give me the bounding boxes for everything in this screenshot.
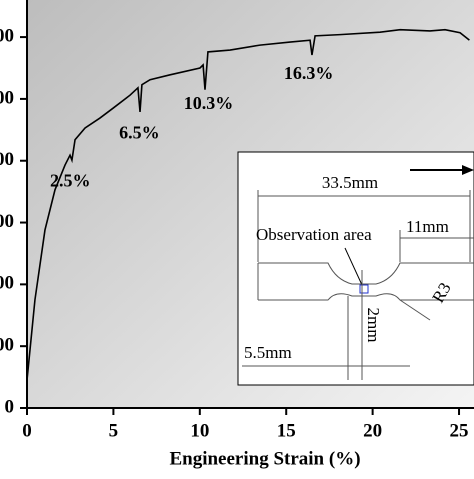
y-tick-label: 400 [0, 149, 14, 170]
inset-label: 2mm [364, 308, 383, 343]
line-series [26, 28, 470, 381]
radius-line [399, 299, 431, 321]
annotation: 2.5% [50, 170, 91, 190]
inset-label: 33.5mm [322, 173, 378, 192]
x-tick-label: 0 [22, 420, 32, 441]
x-tick-label: 25 [450, 420, 469, 441]
inset: 33.5mm Observation area 11mm R3 5.5mm 2m… [237, 151, 474, 386]
x-axis-title: Engineering Strain (%) [169, 448, 360, 469]
annotation: 10.3% [184, 93, 234, 113]
y-tick-label: 500 [0, 87, 14, 108]
x-tick-label: 5 [109, 420, 119, 441]
y-tick-label: 0 [5, 396, 15, 417]
leader-line [344, 247, 363, 286]
y-tick-label: 300 [0, 211, 14, 232]
arrow-head [462, 165, 474, 175]
y-tick-label: 100 [0, 335, 14, 356]
observation-marker [359, 284, 369, 294]
inset-label: 5.5mm [244, 343, 292, 362]
plot [26, 28, 470, 381]
inset-frame [237, 151, 474, 386]
inset-label: Observation area [256, 225, 372, 244]
y-tick-label: 200 [0, 273, 14, 294]
x-tick-label: 20 [363, 420, 382, 441]
inset-label: 11mm [406, 217, 449, 236]
y-tick-label: 600 [0, 25, 14, 46]
annotation: 16.3% [284, 63, 334, 83]
specimen-outline [257, 262, 474, 301]
x-tick-label: 15 [277, 420, 296, 441]
annotation: 6.5% [119, 122, 160, 142]
x-tick-label: 10 [190, 420, 209, 441]
